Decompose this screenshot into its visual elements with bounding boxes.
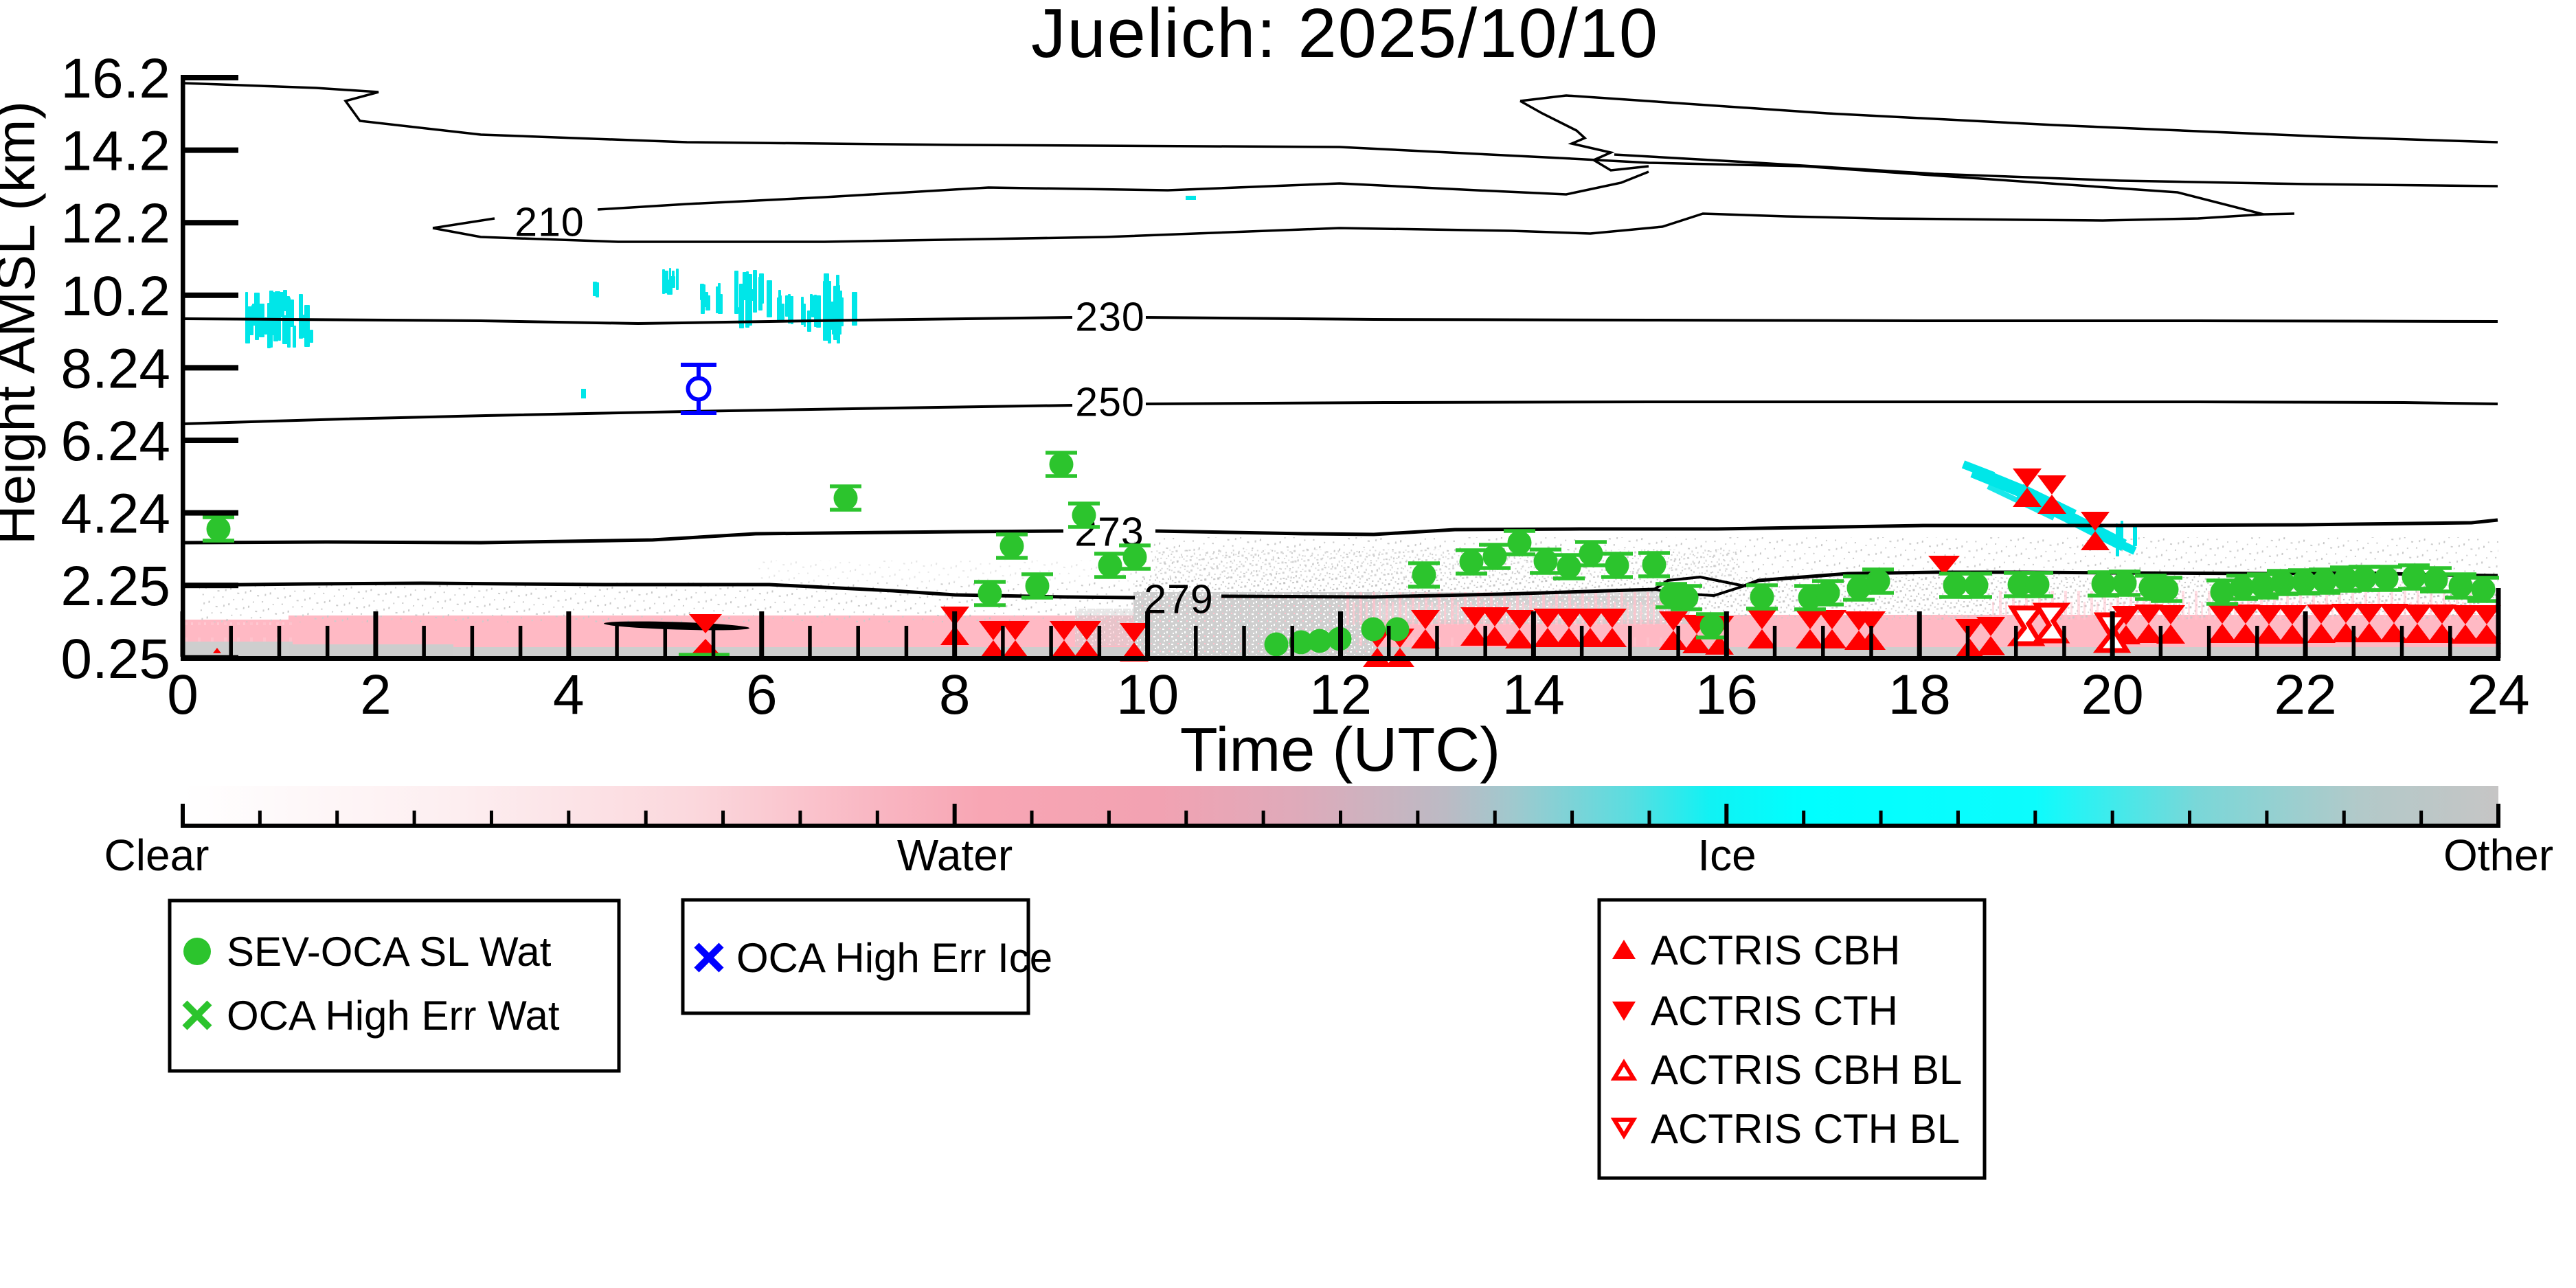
svg-text:ACTRIS CBH BL: ACTRIS CBH BL (1651, 1047, 1962, 1093)
svg-text:16.2: 16.2 (60, 47, 170, 110)
svg-text:6.24: 6.24 (60, 410, 170, 473)
svg-text:SEV-OCA SL Wat: SEV-OCA SL Wat (227, 929, 552, 975)
svg-text:10.2: 10.2 (60, 265, 170, 328)
svg-text:18: 18 (1888, 664, 1951, 726)
svg-text:14: 14 (1502, 664, 1565, 726)
svg-text:12: 12 (1309, 664, 1372, 726)
svg-text:4.24: 4.24 (60, 483, 170, 545)
svg-text:Height AMSL (km): Height AMSL (km) (0, 101, 46, 545)
svg-text:16: 16 (1695, 664, 1758, 726)
svg-text:0: 0 (167, 664, 199, 726)
svg-text:4: 4 (553, 664, 585, 726)
svg-text:Other: Other (2443, 831, 2553, 880)
svg-text:6: 6 (746, 664, 778, 726)
svg-text:14.2: 14.2 (60, 120, 170, 183)
svg-text:Water: Water (897, 831, 1013, 880)
svg-text:2.25: 2.25 (60, 555, 170, 618)
svg-text:OCA High Err Wat: OCA High Err Wat (227, 993, 560, 1039)
svg-text:10: 10 (1116, 664, 1179, 726)
svg-text:Juelich: 2025/10/10: Juelich: 2025/10/10 (1031, 0, 1659, 72)
svg-text:210: 210 (515, 200, 584, 245)
svg-text:ACTRIS CTH: ACTRIS CTH (1651, 988, 1898, 1034)
svg-text:Ice: Ice (1697, 831, 1756, 880)
svg-text:12.2: 12.2 (60, 192, 170, 255)
svg-text:OCA High Err Ice: OCA High Err Ice (736, 935, 1052, 981)
svg-text:0.25: 0.25 (60, 628, 170, 690)
svg-text:2: 2 (360, 664, 392, 726)
svg-text:279: 279 (1144, 577, 1213, 622)
svg-text:22: 22 (2274, 664, 2336, 726)
svg-text:Clear: Clear (104, 831, 210, 880)
svg-text:20: 20 (2081, 664, 2144, 726)
svg-text:250: 250 (1075, 380, 1144, 425)
svg-text:8.24: 8.24 (60, 337, 170, 400)
svg-text:230: 230 (1075, 295, 1144, 340)
svg-text:ACTRIS CBH: ACTRIS CBH (1651, 927, 1900, 973)
svg-text:8: 8 (939, 664, 971, 726)
svg-text:24: 24 (2467, 664, 2529, 726)
svg-text:Time (UTC): Time (UTC) (1180, 716, 1501, 784)
svg-text:ACTRIS CTH BL: ACTRIS CTH BL (1651, 1106, 1960, 1152)
